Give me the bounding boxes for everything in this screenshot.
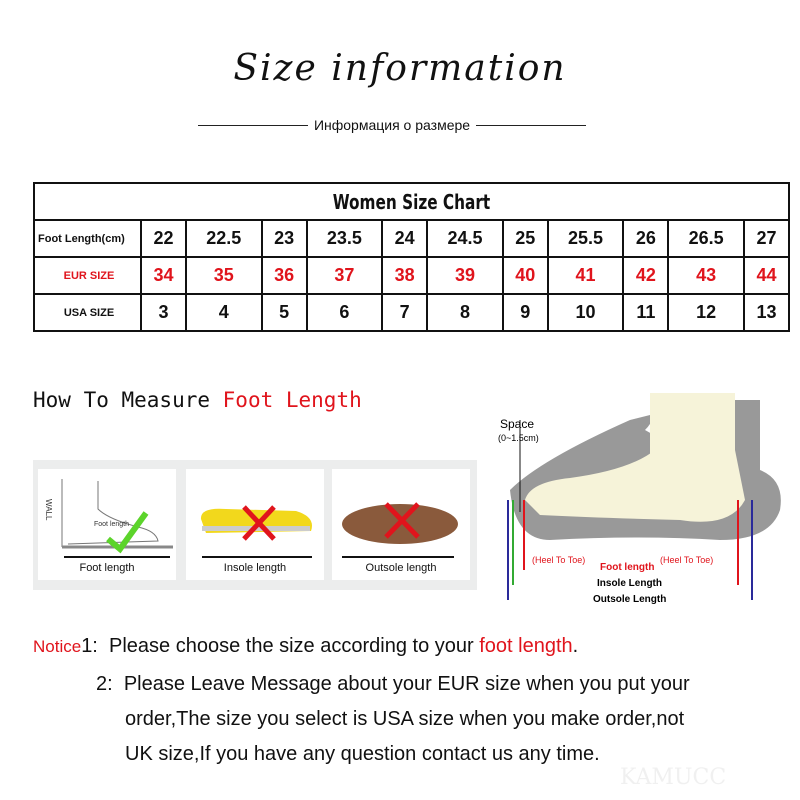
subtitle-text: Информация о размере — [313, 117, 471, 133]
table-cell: 4 — [184, 293, 263, 332]
table-cell: 23.5 — [305, 219, 384, 258]
table-cell: 9 — [501, 293, 549, 332]
notice-line-2: 2: Please Leave Message about your EUR s… — [96, 673, 690, 696]
table-cell: 38 — [381, 256, 429, 295]
table-cell: 41 — [546, 256, 625, 295]
table-cell: 22.5 — [184, 219, 263, 258]
row-label: Foot Length(cm) — [33, 219, 142, 258]
card-foot-length: WALL Foot length Foot length — [38, 469, 176, 580]
notice-text: Please Leave Message about your EUR size… — [123, 673, 690, 695]
space-label: Space — [500, 417, 534, 431]
card-insole-length: Insole length — [186, 469, 324, 580]
notice-label: Notice — [33, 637, 82, 656]
watermark: KAMUCC — [620, 765, 727, 790]
subtitle: Информация о размере — [198, 117, 587, 133]
table-row: EUR SIZE 34 35 36 37 38 39 40 41 42 43 44 — [33, 256, 791, 295]
outsole-length-label: Outsole Length — [593, 594, 666, 605]
foot-length-label: Foot length — [600, 562, 654, 573]
table-cell: 8 — [426, 293, 504, 332]
check-icon — [106, 511, 149, 554]
table-cell: 44 — [742, 256, 791, 295]
notice-text: . — [572, 635, 579, 657]
cross-icon — [242, 505, 276, 541]
table-cell: 3 — [140, 293, 187, 332]
table-cell: 34 — [140, 256, 187, 295]
notice-line-1: Notice1: Please choose the size accordin… — [33, 635, 578, 658]
notice-line-4: UK size,If you have any question contact… — [125, 743, 600, 765]
table-cell: 12 — [667, 293, 745, 332]
heel-to-toe-left: (Heel To Toe) — [532, 555, 585, 565]
space-range-label: (0~1.5cm) — [498, 433, 539, 443]
table-cell: 42 — [622, 256, 670, 295]
table-cell: 7 — [381, 293, 429, 332]
foot-measurement-diagram: Space (0~1.5cm) (Heel To Toe) (Heel To T… — [498, 393, 781, 605]
outsole-illustration — [342, 502, 458, 558]
insole-illustration — [200, 505, 312, 558]
heel-to-toe-right: (Heel To Toe) — [660, 555, 713, 565]
table-cell: 25 — [501, 219, 549, 258]
item-number: 2: — [96, 673, 113, 695]
table-cell: 36 — [260, 256, 308, 295]
card-label: Insole length — [223, 562, 287, 574]
table-cell: 37 — [305, 256, 384, 295]
table-row: USA SIZE 3 4 5 6 7 8 9 10 11 12 13 — [33, 293, 791, 332]
heading-text: How To Measure — [33, 388, 223, 412]
inner-label: Foot length — [94, 521, 129, 528]
cross-icon — [384, 502, 420, 539]
table-cell: 11 — [622, 293, 670, 332]
notice-text: Please choose the size according to your — [109, 635, 480, 657]
foot-wall-illustration: WALL Foot length — [44, 479, 173, 558]
table-cell: 25.5 — [546, 219, 625, 258]
table-cell: 40 — [501, 256, 549, 295]
wall-label: WALL — [44, 499, 53, 521]
table-title: Women Size Chart — [89, 182, 734, 221]
table-cell: 24.5 — [426, 219, 504, 258]
table-cell: 39 — [426, 256, 504, 295]
size-chart-table: Women Size Chart Foot Length(cm) 22 22.5 23… — [33, 182, 791, 332]
card-outsole-length: Outsole length — [332, 469, 470, 580]
heading-highlight: Foot Length — [222, 388, 362, 412]
page-title: Size information — [233, 48, 567, 89]
table-cell: 35 — [184, 256, 263, 295]
table-cell: 22 — [140, 219, 187, 258]
card-label: Outsole length — [365, 562, 437, 574]
table-cell: 43 — [667, 256, 745, 295]
table-cell: 27 — [742, 219, 791, 258]
insole-length-label: Insole Length — [597, 578, 662, 589]
item-number: 1: — [81, 635, 98, 657]
notice-line-3: order,The size you select is USA size wh… — [125, 708, 685, 730]
table-cell: 6 — [305, 293, 384, 332]
measure-heading: How To Measure Foot Length — [33, 388, 362, 412]
card-label: Foot length — [79, 562, 135, 574]
table-cell: 26 — [622, 219, 670, 258]
table-cell: 23 — [260, 219, 308, 258]
table-cell: 24 — [381, 219, 429, 258]
table-cell: 13 — [742, 293, 791, 332]
table-row: Foot Length(cm) 22 22.5 23 23.5 24 24.5 25 25.5 2… — [33, 219, 791, 258]
row-label: USA SIZE — [33, 293, 142, 332]
table-cell: 10 — [546, 293, 625, 332]
measure-cards: WALL Foot length Foot length Insole leng… — [33, 460, 477, 590]
table-cell: 26.5 — [667, 219, 745, 258]
table-cell: 5 — [260, 293, 308, 332]
notice-highlight: foot length — [479, 635, 573, 657]
row-label: EUR SIZE — [33, 256, 142, 295]
